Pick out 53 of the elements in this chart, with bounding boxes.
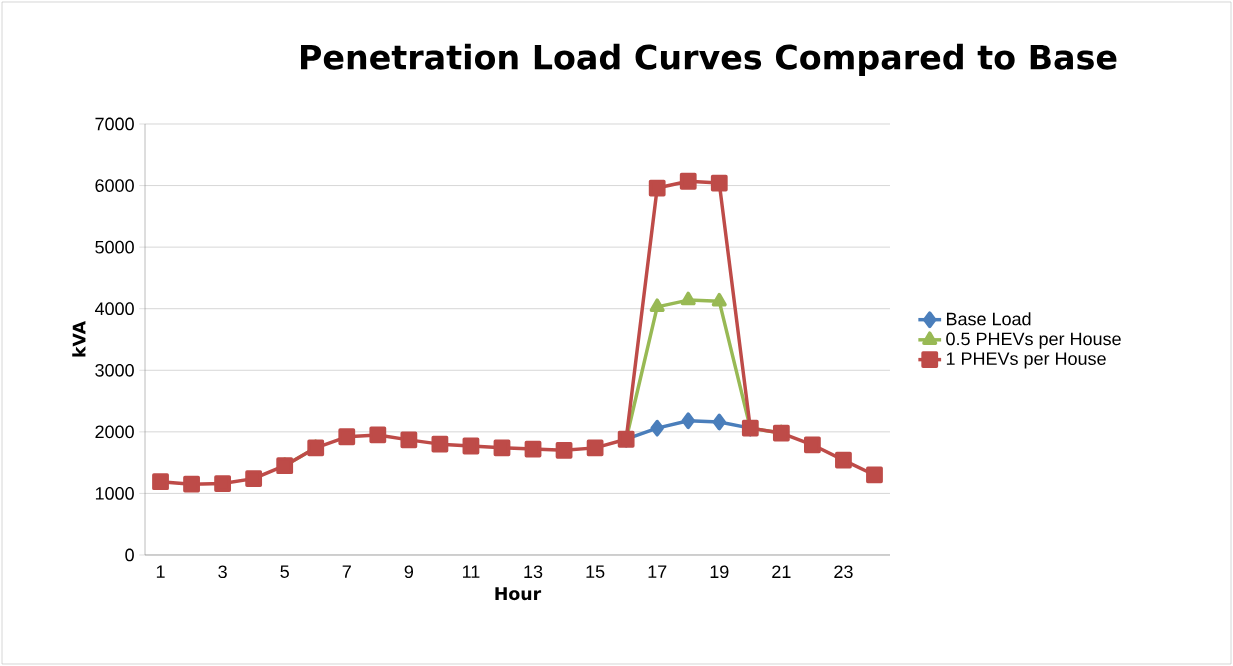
y-tick-label: 7000: [95, 117, 134, 131]
x-tick-label: 9: [404, 565, 414, 579]
x-tick-label: 19: [710, 565, 729, 579]
x-tick-label: 1: [156, 565, 165, 578]
x-tick-label: 3: [218, 565, 227, 579]
y-tick-label: 1000: [95, 487, 134, 500]
legend-label: 0.5 PHEVs per House: [946, 332, 1121, 349]
y-tick-label: 6000: [95, 179, 134, 192]
x-tick-label: 23: [834, 565, 853, 579]
y-axis-title: kVA: [72, 320, 86, 357]
y-tick-label: 4000: [94, 302, 134, 316]
x-tick-label: 15: [586, 565, 605, 578]
y-tick-label: 0: [125, 548, 134, 562]
x-axis-title: Hour: [495, 587, 542, 601]
point: [555, 441, 573, 459]
point: [680, 291, 696, 306]
point: [524, 440, 542, 458]
x-tick-label: 21: [772, 565, 791, 578]
point: [400, 431, 418, 449]
x-tick-label: 17: [648, 565, 667, 578]
chart-title: Penetration Load Curves Compared to Base: [301, 43, 1117, 77]
point: [681, 412, 695, 430]
point: [276, 457, 294, 475]
point: [649, 298, 665, 312]
point: [214, 475, 232, 492]
point: [307, 439, 325, 457]
y-tick-label: 5000: [95, 240, 134, 254]
point: [835, 451, 852, 469]
point: [679, 172, 697, 190]
y-tick-label: 2000: [95, 425, 134, 439]
point: [803, 436, 821, 454]
point: [245, 470, 263, 488]
point: [586, 439, 604, 457]
x-tick-label: 5: [280, 565, 289, 578]
x-tick-label: 11: [462, 565, 480, 578]
point: [648, 179, 666, 197]
point: [369, 426, 387, 444]
point: [338, 428, 356, 446]
y-tick-label: 3000: [95, 363, 134, 377]
point: [712, 413, 727, 431]
point: [650, 419, 664, 437]
point: [710, 174, 728, 192]
point: [462, 437, 480, 455]
legend-label: 1 PHEVs per House: [946, 352, 1106, 369]
point: [183, 475, 200, 493]
point: [152, 473, 169, 491]
point: [431, 435, 449, 453]
point: [493, 439, 511, 457]
point: [866, 466, 883, 484]
x-tick-label: 13: [524, 565, 543, 579]
point: [711, 292, 727, 307]
legend-label: Base Load: [947, 312, 1031, 326]
x-tick-label: 7: [342, 565, 351, 578]
